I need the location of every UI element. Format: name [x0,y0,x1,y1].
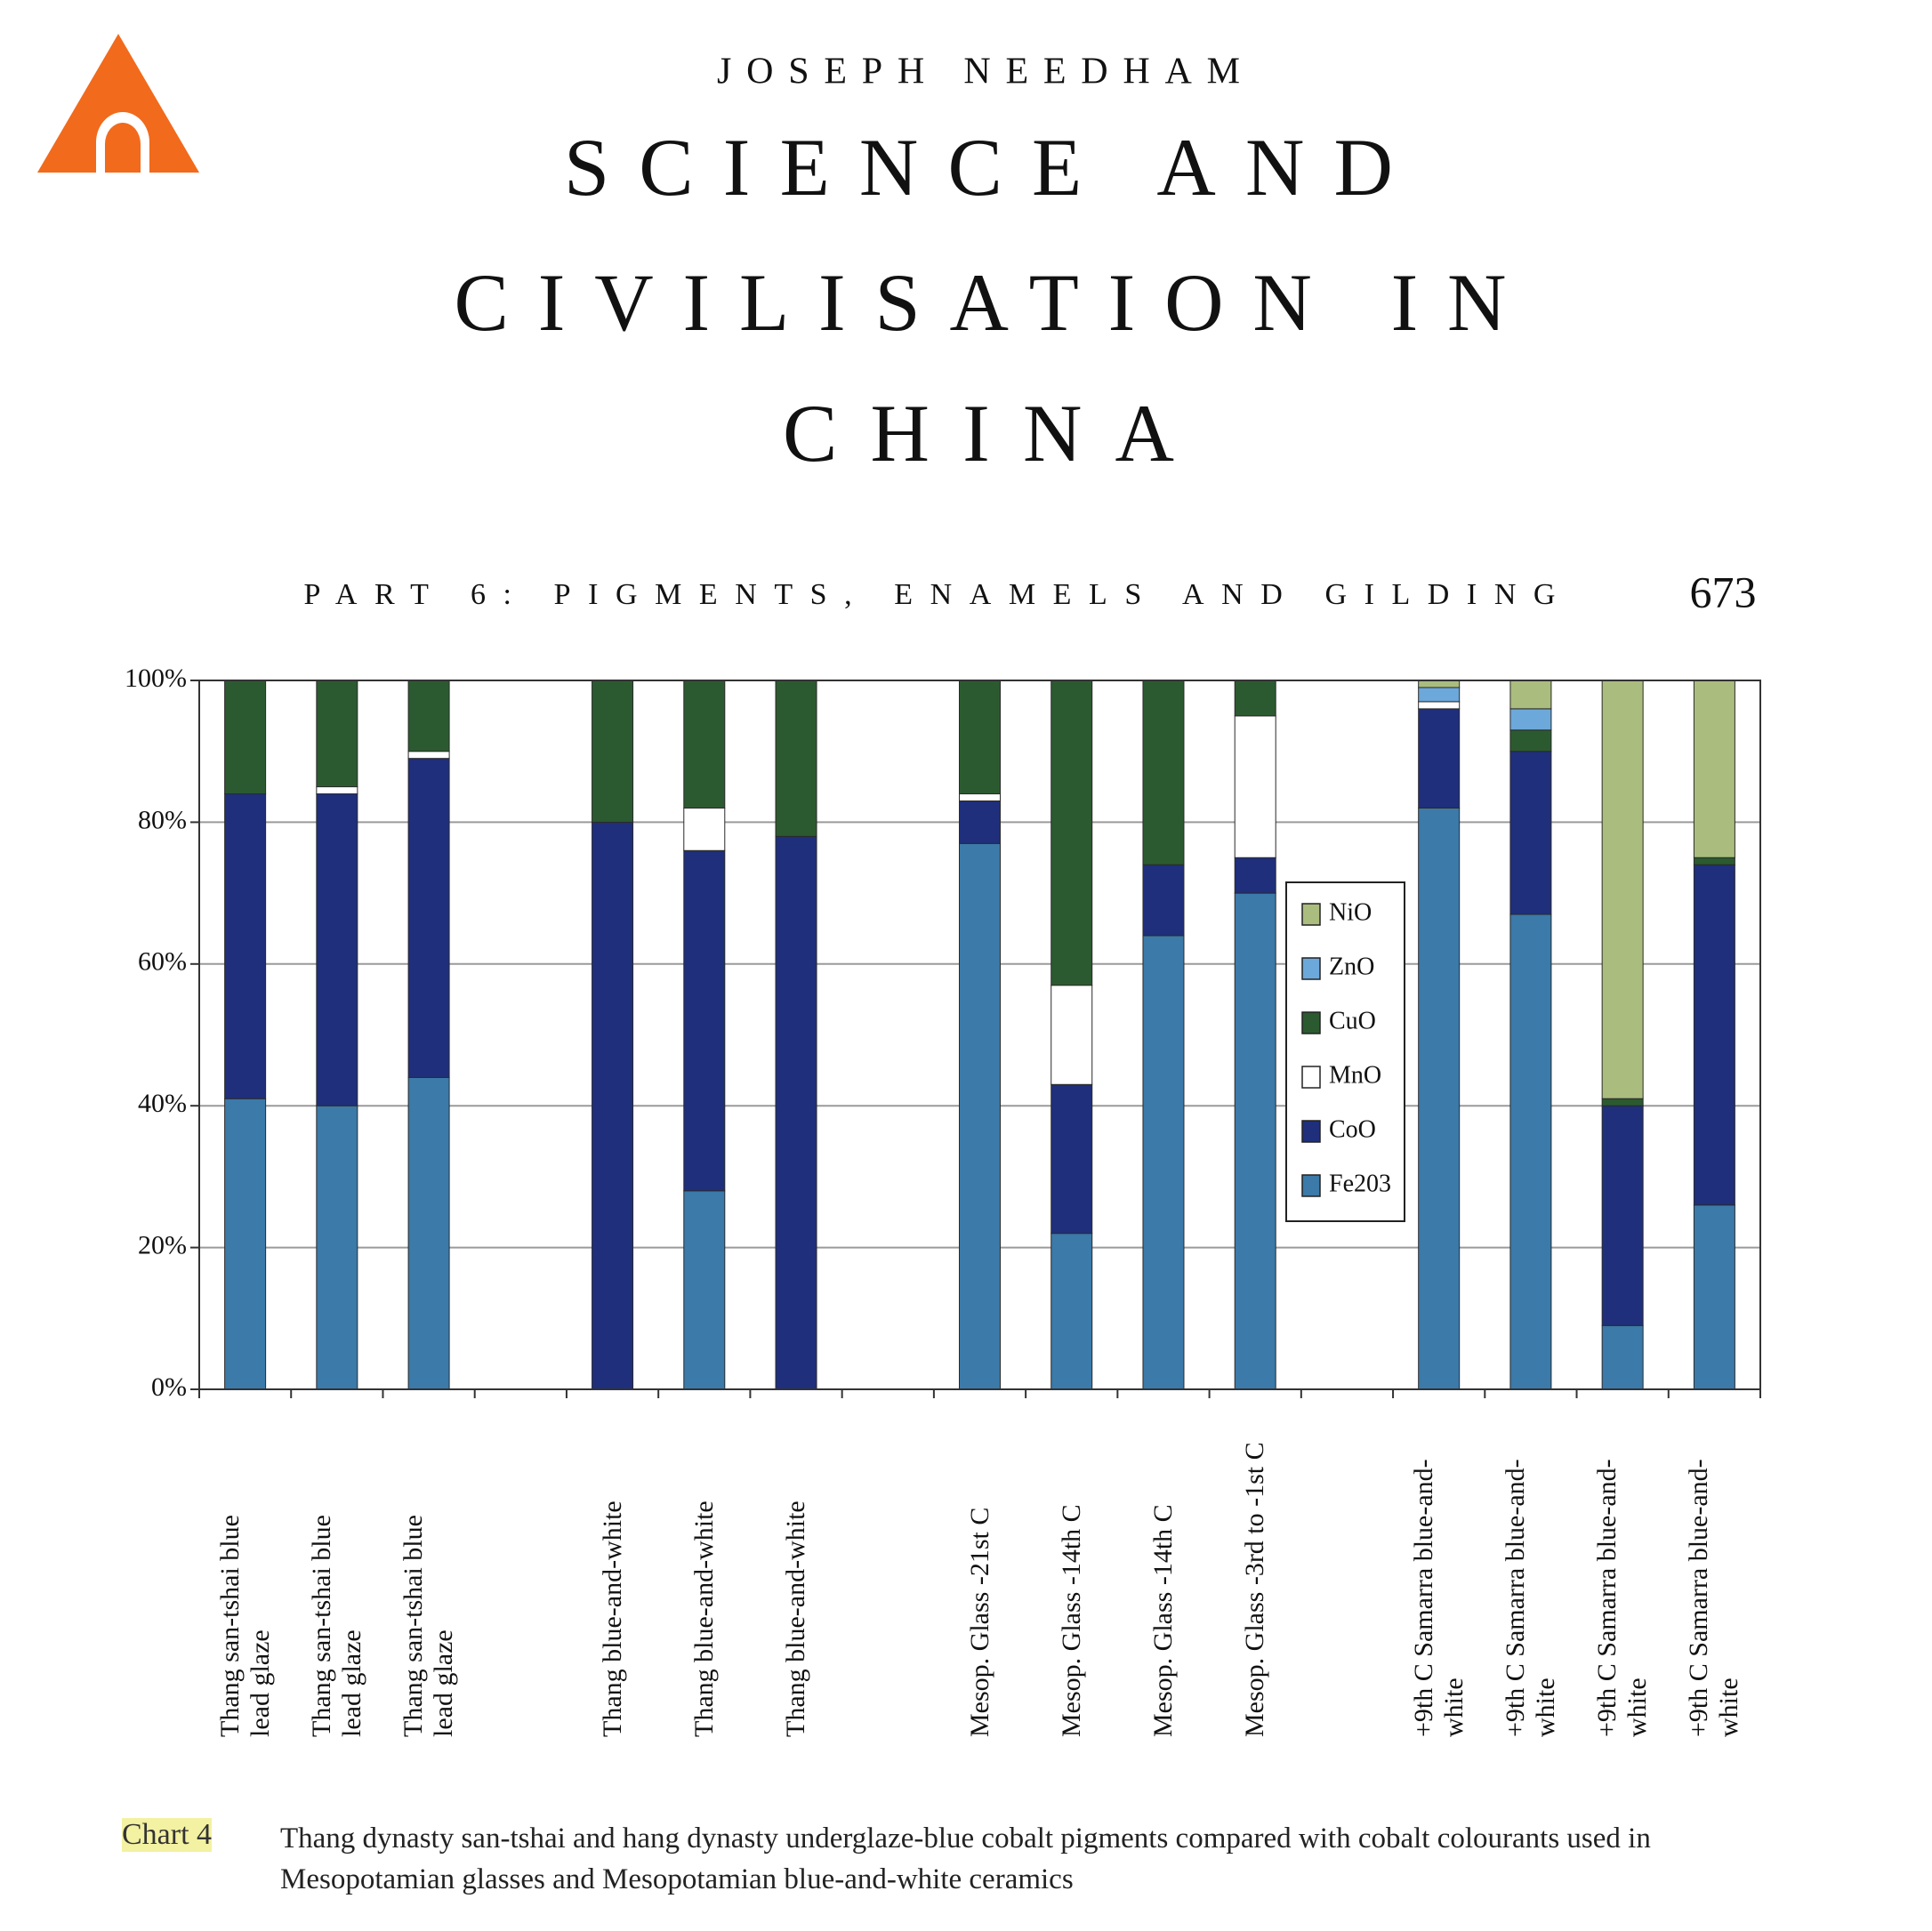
bar-segment [1509,680,1552,710]
y-tick-label: 40% [138,1089,187,1118]
page-number: 673 [1690,567,1757,616]
bar-segment [775,680,817,837]
plot-frame [198,680,1761,1390]
y-tick-label: 80% [138,805,187,834]
running-head: PART 6: PIGMENTS, ENAMELS AND GILDING [304,578,1556,611]
legend-swatch [1301,1120,1321,1143]
x-tick-label: Thang san-tshai blue lead glaze [306,1515,366,1737]
bar-segment [683,849,726,1192]
legend-swatch [1301,1066,1321,1089]
bar-segment [1142,680,1185,865]
x-tick-label: Mesop. Glass -14th C [1147,1504,1178,1737]
x-tick-label: Mesop. Glass -21st C [964,1507,994,1737]
bar-segment [1601,1098,1644,1106]
legend-label: CoO [1329,1115,1376,1143]
bar-segment [407,1076,450,1390]
bar-segment [1418,708,1461,809]
bar-segment [407,680,450,752]
bar-segment [592,821,634,1390]
bar-segment [1234,680,1276,717]
y-tick-label: 0% [151,1372,187,1402]
legend-swatch [1301,1174,1321,1197]
bar-segment [1051,1083,1093,1235]
bar-segment [316,793,358,1106]
x-tick-label: +9th C Samarra blue-and- white [1408,1459,1469,1737]
x-tick-label: Mesop. Glass -3rd to -1st C [1240,1442,1270,1737]
bar-segment [1051,1233,1093,1390]
bar-segment [1418,680,1461,688]
bar-segment [775,835,817,1390]
x-tick-label: +9th C Samarra blue-and- white [1592,1459,1653,1737]
bar-segment [1693,680,1735,858]
bar-segment [1509,751,1552,915]
legend-swatch [1301,957,1321,980]
title-line: CHINA [783,388,1174,479]
bar-segment [1051,680,1093,986]
bar-segment [1234,857,1276,894]
bar-segment [1601,680,1644,1099]
bar-segment [683,680,726,809]
bar-segment [1234,892,1276,1390]
bar-segment [224,680,267,795]
logo [37,34,199,173]
legend-swatch [1301,903,1321,926]
legend-label: NiO [1329,898,1372,926]
legend-label: ZnO [1329,953,1374,980]
bar-segment [1601,1324,1644,1390]
y-tick-label: 20% [138,1230,187,1259]
bar-segment [1509,708,1552,731]
x-tick-label: Thang blue-and-white [597,1501,627,1737]
bar-segment [407,758,450,1078]
bar-segment [683,1190,726,1390]
bar-segment [316,1105,358,1390]
legend-label: MnO [1329,1061,1381,1089]
x-tick-label: +9th C Samarra blue-and- white [1684,1459,1744,1737]
x-tick-label: Thang san-tshai blue lead glaze [214,1515,275,1737]
bar-segment [592,680,634,823]
legend-label: CuO [1329,1007,1376,1034]
bar-segment [1418,687,1461,703]
bar-segment [1418,807,1461,1390]
bar-segment [1234,715,1276,858]
bar-segment [959,842,1001,1390]
x-tick-label: Thang san-tshai blue lead glaze [398,1515,459,1737]
title-line: CIVILISATION IN [455,257,1507,348]
legend-swatch [1301,1011,1321,1034]
x-tick-label: Thang blue-and-white [781,1501,811,1737]
x-tick-label: Mesop. Glass -14th C [1056,1504,1086,1737]
caption-label: Chart 4 [122,1818,213,1852]
bar-segment [316,680,358,788]
legend-box [1285,881,1405,1222]
bar-segment [1051,985,1093,1085]
caption-text: Thang dynasty san-tshai and hang dynasty… [280,1822,1651,1895]
x-tick-label: +9th C Samarra blue-and- white [1500,1459,1560,1737]
bar-segment [959,680,1001,795]
legend-label: Fe203 [1329,1170,1391,1197]
bar-segment [1509,913,1552,1390]
bar-segment [1693,864,1735,1206]
y-tick-label: 100% [125,664,187,693]
bar-segment [407,751,450,760]
bar-segment [224,793,267,1099]
y-tick-label: 60% [138,947,187,977]
bar-segment [1693,1204,1735,1390]
bar-segment [1601,1105,1644,1326]
bar-segment [224,1098,267,1390]
bar-segment [959,793,1001,801]
author: JOSEPH NEEDHAM [717,52,1240,93]
bar-segment [1693,857,1735,865]
title-line: SCIENCE AND [564,122,1393,213]
bar-segment [683,807,726,851]
bar-segment [1142,935,1185,1390]
bar-segment [1418,701,1461,710]
bar-segment [1509,729,1552,752]
x-tick-label: Thang blue-and-white [688,1501,719,1737]
bar-segment [1142,864,1185,937]
bar-segment [316,786,358,795]
bar-segment [959,800,1001,844]
